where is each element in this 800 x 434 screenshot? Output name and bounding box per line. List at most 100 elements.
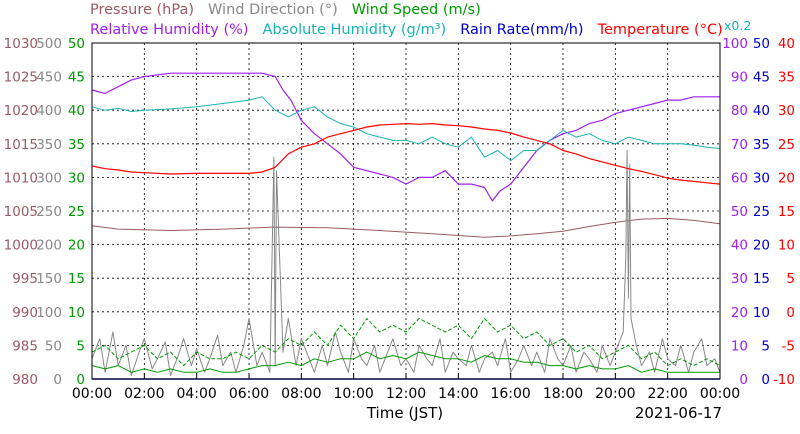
y-tick-label: 15 [778, 204, 795, 220]
x-axis: 00:00 02:00 04:00 06:00 08:00 10:00 12:00 14:00… [72, 373, 740, 402]
y-tick-label: 10 [68, 305, 85, 321]
y-tick-label: 60 [731, 170, 748, 186]
y-tick-label: 200 [36, 238, 62, 254]
legend-item: Temperature (°C) [597, 22, 723, 38]
chart-grid [92, 43, 720, 379]
x-tick-label: 18:00 [543, 386, 583, 402]
y-tick-label: 35 [68, 137, 85, 153]
y-tick-label: 995 [12, 271, 38, 287]
x-tick-label: 22:00 [647, 386, 687, 402]
y-tick-label: 10 [753, 305, 770, 321]
x-tick-label: 20:00 [595, 386, 635, 402]
legend-item: Absolute Humidity (g/m³) [263, 22, 447, 38]
y-tick-label: 5 [761, 338, 770, 354]
legend-item: Wind Speed (m/s) [352, 2, 481, 18]
y-tick-label: 100 [722, 36, 748, 52]
x-tick-label: 08:00 [281, 386, 321, 402]
x-tick-label: 14:00 [438, 386, 478, 402]
y-tick-label: -5 [782, 338, 795, 354]
y-tick-label: 100 [36, 305, 62, 321]
y-tick-label: 30 [753, 170, 770, 186]
y-tick-label: 20 [753, 238, 770, 254]
x-tick-label: 00:00 [72, 386, 112, 402]
x-tick-label: 02:00 [124, 386, 164, 402]
y-tick-label: 5 [786, 271, 795, 287]
y-tick-label: 985 [12, 338, 38, 354]
right-axes: 0102030405060708090100051015202530354045… [722, 36, 795, 388]
y-tick-label: 15 [68, 271, 85, 287]
x-tick-label: 12:00 [386, 386, 426, 402]
y-tick-label: 300 [36, 170, 62, 186]
y-tick-label: -10 [773, 372, 795, 388]
y-tick-label: 35 [753, 137, 770, 153]
x-tick-label: 06:00 [229, 386, 269, 402]
y-tick-label: 1000 [4, 238, 38, 254]
y-tick-label: 250 [36, 204, 62, 220]
legend-item: Wind Direction (°) [208, 2, 338, 18]
y-tick-label: 20 [68, 238, 85, 254]
y-tick-label: 80 [731, 103, 748, 119]
series-line [91, 72, 720, 202]
y-tick-label: 0 [786, 305, 795, 321]
date-label: 2021-06-17 [635, 404, 722, 422]
y-tick-label: 50 [68, 36, 85, 52]
rain-multiplier-label: x0.2 [724, 18, 751, 33]
y-tick-label: 30 [731, 271, 748, 287]
y-tick-label: 1020 [4, 103, 38, 119]
y-tick-label: 500 [36, 36, 62, 52]
y-tick-label: 40 [68, 103, 85, 119]
y-tick-label: 1030 [4, 36, 38, 52]
x-tick-label: 16:00 [490, 386, 530, 402]
x-tick-label: 04:00 [176, 386, 216, 402]
y-tick-label: 10 [731, 338, 748, 354]
y-tick-label: 0 [761, 372, 770, 388]
y-tick-label: 50 [753, 36, 770, 52]
chart-legend: Pressure (hPa) Wind Direction (°) Wind Spe… [90, 2, 751, 38]
y-tick-label: 45 [753, 70, 770, 86]
y-tick-label: 40 [753, 103, 770, 119]
y-tick-label: 50 [45, 338, 62, 354]
y-tick-label: 10 [778, 238, 795, 254]
y-tick-label: 1010 [4, 170, 38, 186]
y-tick-label: 0 [739, 372, 748, 388]
y-tick-label: 980 [12, 372, 38, 388]
legend-item: Relative Humidity (%) [90, 22, 249, 38]
y-tick-label: 35 [778, 70, 795, 86]
y-tick-label: 1025 [4, 70, 38, 86]
y-tick-label: 70 [731, 137, 748, 153]
y-tick-label: 1005 [4, 204, 38, 220]
left-axes: 9809859909951000100510101015102010251030… [4, 36, 85, 388]
y-tick-label: 30 [778, 103, 795, 119]
series-line [91, 351, 720, 373]
y-tick-label: 20 [778, 170, 795, 186]
series-line [91, 318, 721, 367]
y-tick-label: 25 [753, 204, 770, 220]
series-line [91, 122, 721, 185]
y-tick-label: 990 [12, 305, 38, 321]
y-tick-label: 90 [731, 70, 748, 86]
y-tick-label: 50 [731, 204, 748, 220]
y-tick-label: 40 [778, 36, 795, 52]
y-tick-label: 0 [76, 372, 85, 388]
y-tick-label: 150 [36, 271, 62, 287]
series-line [91, 150, 721, 377]
y-tick-label: 450 [36, 70, 62, 86]
y-tick-label: 15 [753, 271, 770, 287]
x-tick-label: 00:00 [700, 386, 740, 402]
legend-item: Pressure (hPa) [90, 2, 194, 18]
y-tick-label: 5 [76, 338, 85, 354]
y-tick-label: 45 [68, 70, 85, 86]
series-line [91, 96, 721, 162]
y-tick-label: 30 [68, 170, 85, 186]
y-tick-label: 25 [778, 137, 795, 153]
y-tick-label: 25 [68, 204, 85, 220]
y-tick-label: 0 [53, 372, 62, 388]
series-line [91, 217, 721, 238]
legend-item: Rain Rate(mm/h) [460, 22, 583, 38]
y-tick-label: 20 [731, 305, 748, 321]
x-tick-label: 10:00 [333, 386, 373, 402]
y-tick-label: 400 [36, 103, 62, 119]
y-tick-label: 1015 [4, 137, 38, 153]
x-axis-label: Time (JST) [366, 404, 443, 422]
